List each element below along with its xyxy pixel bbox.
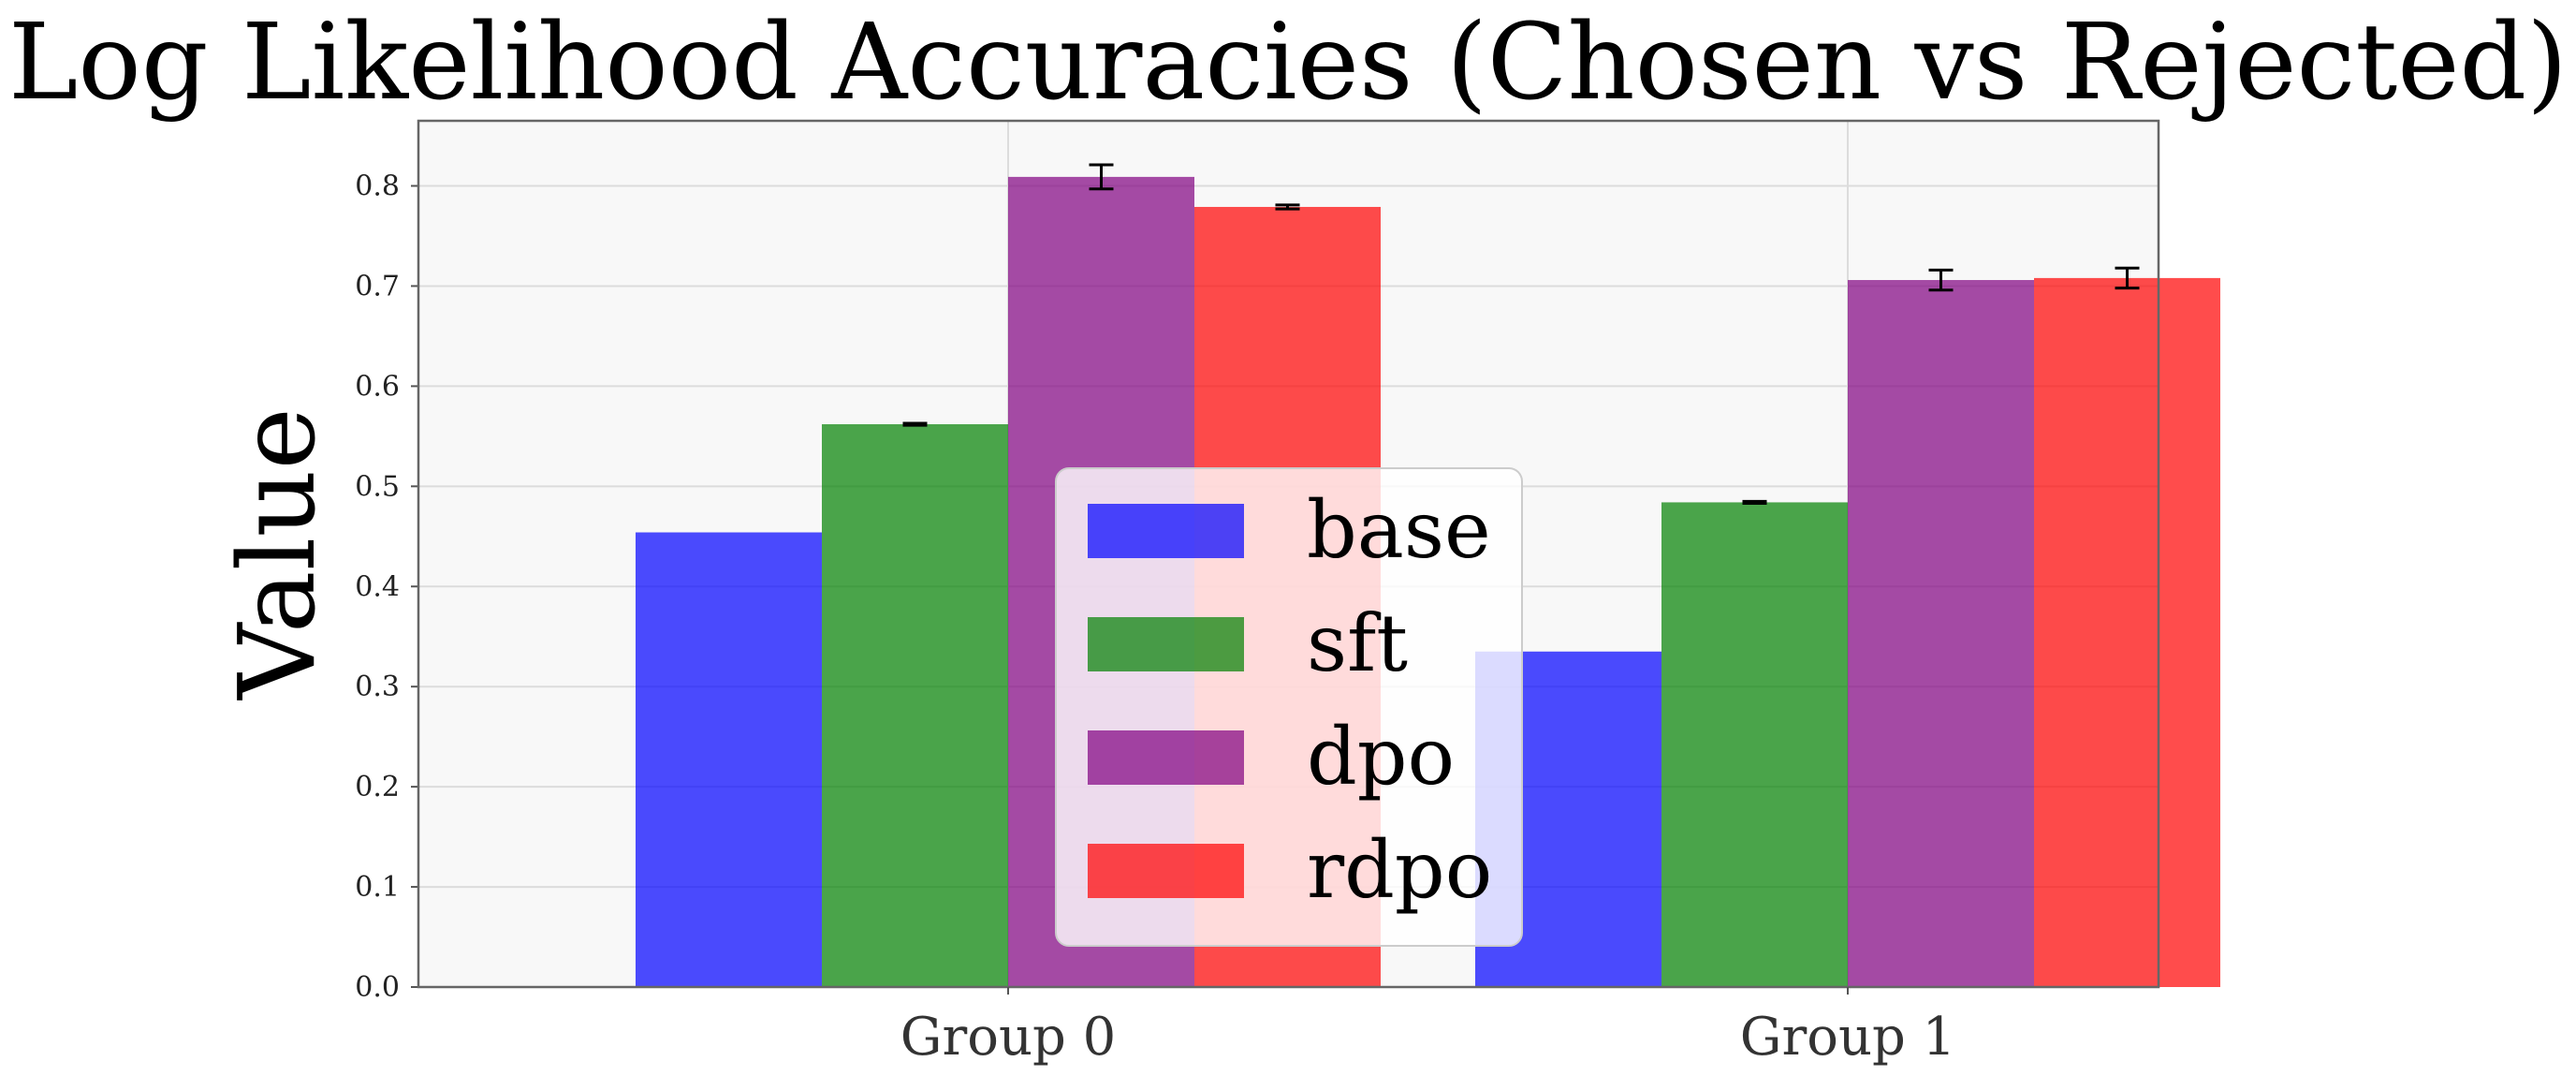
- legend-swatch-rdpo: [1088, 844, 1244, 898]
- y-tick-label: 0.0: [355, 971, 400, 1004]
- legend-swatch-sft: [1088, 617, 1244, 671]
- legend-label-sft: sft: [1307, 597, 1408, 689]
- y-axis-label: Value: [217, 407, 339, 701]
- y-tick-label: 0.3: [355, 671, 400, 703]
- bar-sft-0: [822, 424, 1008, 987]
- bar-base-0: [636, 532, 822, 987]
- y-tick-label: 0.2: [355, 771, 400, 803]
- y-tick-label: 0.6: [355, 370, 400, 403]
- bar-rdpo-1: [2034, 277, 2220, 988]
- y-tick-label: 0.7: [355, 270, 400, 302]
- legend-label-rdpo: rdpo: [1307, 824, 1492, 916]
- legend-label-base: base: [1307, 484, 1491, 576]
- legend-swatch-dpo: [1088, 730, 1244, 785]
- y-tick-label: 0.1: [355, 871, 400, 904]
- y-tick-label: 0.4: [355, 570, 400, 603]
- x-tick-label: Group 1: [1740, 1007, 1956, 1068]
- legend-box: [1055, 467, 1523, 947]
- chart-title: Log Likelihood Accuracies (Chosen vs Rej…: [8, 2, 2568, 124]
- bar-dpo-1: [1848, 280, 2034, 987]
- x-tick-label: Group 0: [900, 1007, 1117, 1068]
- plot-frame: [417, 119, 2160, 989]
- bar-sft-1: [1661, 502, 1848, 987]
- legend-label-dpo: dpo: [1307, 711, 1455, 803]
- y-tick-label: 0.8: [355, 170, 400, 203]
- y-tick-label: 0.5: [355, 470, 400, 503]
- legend-swatch-base: [1088, 504, 1244, 558]
